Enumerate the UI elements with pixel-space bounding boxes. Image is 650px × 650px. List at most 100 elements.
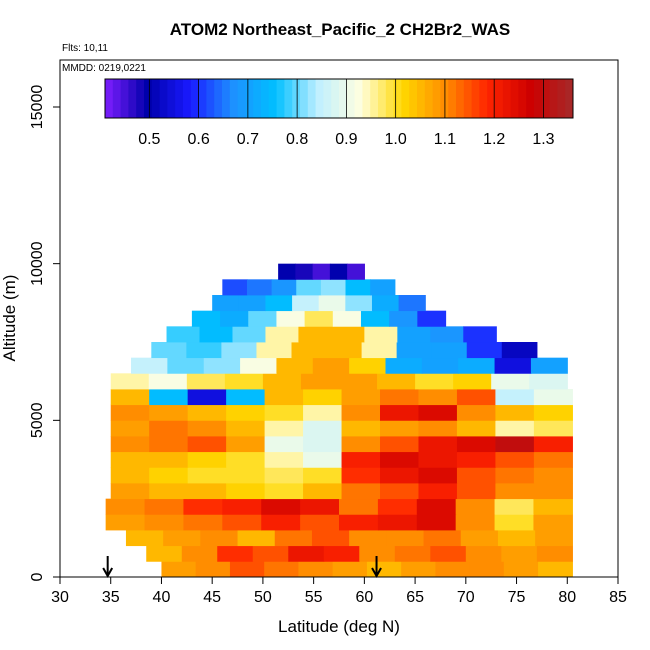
heatmap-cell-13-9 xyxy=(458,357,496,374)
colorbar-swatch-47 xyxy=(471,79,480,118)
heatmap-cell-6-11 xyxy=(533,467,573,484)
heatmap-cell-12-8 xyxy=(415,373,454,390)
colorbar-swatch-36 xyxy=(385,79,395,118)
heatmap-cell-3-5 xyxy=(300,514,340,531)
heatmap-cell-11-8 xyxy=(418,389,458,406)
heatmap-cell-12-6 xyxy=(339,373,378,390)
heatmap-cell-10-7 xyxy=(380,404,420,421)
heatmap-cell-8-1 xyxy=(149,436,189,453)
heatmap-cell-1-7 xyxy=(394,545,431,562)
colorbar-swatch-38 xyxy=(401,79,410,118)
heatmap-cell-9-9 xyxy=(456,420,497,437)
heatmap-cell-7-0 xyxy=(110,451,150,468)
heatmap-cell-4-3 xyxy=(222,498,262,515)
heatmap-cell-13-10 xyxy=(494,357,532,374)
heatmap-cell-5-6 xyxy=(341,483,381,500)
heatmap-cell-13-0 xyxy=(131,357,168,374)
colorbar-swatch-16 xyxy=(229,79,239,118)
y-tick-label: 10000 xyxy=(29,241,46,286)
colorbar-swatch-25 xyxy=(300,79,309,118)
heatmap-cell-0-5 xyxy=(332,561,368,578)
heatmap-cell-11-2 xyxy=(187,389,227,406)
heatmap-cell-7-2 xyxy=(187,451,227,468)
colorbar-swatch-49 xyxy=(487,79,496,118)
heatmap-cell-2-2 xyxy=(200,530,239,547)
heatmap-cell-16-2 xyxy=(248,310,278,327)
dates-label: MMDD: 0219,0221 xyxy=(62,63,146,74)
heatmap-cell-16-7 xyxy=(389,310,418,327)
heatmap-cell-19-1 xyxy=(295,263,314,280)
heatmap-cell-5-3 xyxy=(226,483,266,500)
heatmap-cell-3-8 xyxy=(416,514,457,531)
heatmap-cell-0-7 xyxy=(401,561,436,578)
heatmap-cell-9-7 xyxy=(380,420,420,437)
heatmap-cell-9-2 xyxy=(187,420,227,437)
heatmap-cell-0-3 xyxy=(264,561,300,578)
flights-label: Flts: 10,11 xyxy=(62,43,108,54)
heatmap-cell-6-3 xyxy=(226,467,266,484)
heatmap-cell-5-0 xyxy=(110,483,150,500)
heatmap-cell-2-8 xyxy=(423,530,462,547)
colorbar-swatch-22 xyxy=(276,79,285,118)
heatmap-cell-4-0 xyxy=(105,498,146,515)
heatmap-cell-3-6 xyxy=(339,514,379,531)
colorbar-swatch-29 xyxy=(331,79,340,118)
heatmap-cell-8-11 xyxy=(533,436,573,453)
heatmap-cell-16-1 xyxy=(220,310,249,327)
heatmap-cell-14-10 xyxy=(501,342,538,359)
colorbar-swatch-44 xyxy=(448,79,457,118)
heatmap-cell-6-1 xyxy=(149,467,189,484)
heatmap-cell-14-1 xyxy=(186,342,223,359)
heatmap-cell-8-4 xyxy=(264,436,304,453)
heatmap-cell-19-0 xyxy=(278,263,296,280)
heatmap-cell-1-5 xyxy=(323,545,360,562)
heatmap-cell-12-10 xyxy=(491,373,530,390)
colorbar-label: 0.8 xyxy=(286,131,308,148)
heatmap-cell-10-10 xyxy=(495,404,535,421)
heatmap-cell-14-6 xyxy=(361,342,398,359)
heatmap-cell-10-6 xyxy=(341,404,381,421)
heatmap-cell-2-1 xyxy=(163,530,201,547)
heatmap-cell-2-10 xyxy=(497,530,536,547)
heatmap-cell-1-2 xyxy=(217,545,254,562)
heatmap-cell-2-3 xyxy=(237,530,276,547)
colorbar-swatch-59 xyxy=(565,79,574,118)
colorbar-label: 0.5 xyxy=(138,131,160,148)
heatmap-cell-3-7 xyxy=(377,514,418,531)
colorbar-swatch-32 xyxy=(354,79,363,118)
heatmap-cell-1-4 xyxy=(288,545,325,562)
heatmap-cell-18-6 xyxy=(370,279,396,296)
x-tick-label: 65 xyxy=(406,589,424,606)
heatmap-cell-2-9 xyxy=(460,530,499,547)
colorbar-frame xyxy=(104,78,574,119)
colorbar: 0.5 0.6 0.7 0.8 0.9 1.0 1.1 1.2 1.3 xyxy=(104,78,574,148)
heatmap-cell-4-7 xyxy=(377,498,418,515)
heatmap-cell-4-11 xyxy=(533,498,573,515)
heatmap-cell-10-8 xyxy=(418,404,458,421)
heatmap-cell-1-9 xyxy=(465,545,502,562)
x-tick-label: 35 xyxy=(102,589,120,606)
heatmap-cell-15-3 xyxy=(265,326,300,343)
heatmap-cell-3-3 xyxy=(222,514,262,531)
colorbar-swatch-58 xyxy=(557,79,566,118)
heatmap-cell-16-6 xyxy=(360,310,390,327)
heatmap-cell-12-2 xyxy=(186,373,226,390)
heatmap-cell-3-1 xyxy=(144,514,185,531)
heatmap-cell-2-6 xyxy=(349,530,387,547)
heatmap-cell-18-5 xyxy=(345,279,371,296)
heatmap-cell-6-5 xyxy=(303,467,343,484)
heatmap-cell-17-6 xyxy=(371,295,400,312)
heatmap-cell-7-11 xyxy=(533,451,573,468)
heatmap-cell-9-5 xyxy=(303,420,343,437)
colorbar-swatch-21 xyxy=(268,79,278,118)
heatmap-cell-8-5 xyxy=(303,436,343,453)
heatmap-cell-7-6 xyxy=(341,451,381,468)
heatmap-cell-7-4 xyxy=(264,451,304,468)
heatmap-cell-5-9 xyxy=(456,483,497,500)
colorbar-label: 0.7 xyxy=(237,131,259,148)
heatmap-cell-11-10 xyxy=(495,389,535,406)
heatmap-cells xyxy=(105,263,573,578)
x-tick-label: 75 xyxy=(508,589,526,606)
heatmap-cell-10-5 xyxy=(303,404,343,421)
heatmap-cell-18-2 xyxy=(271,279,297,296)
